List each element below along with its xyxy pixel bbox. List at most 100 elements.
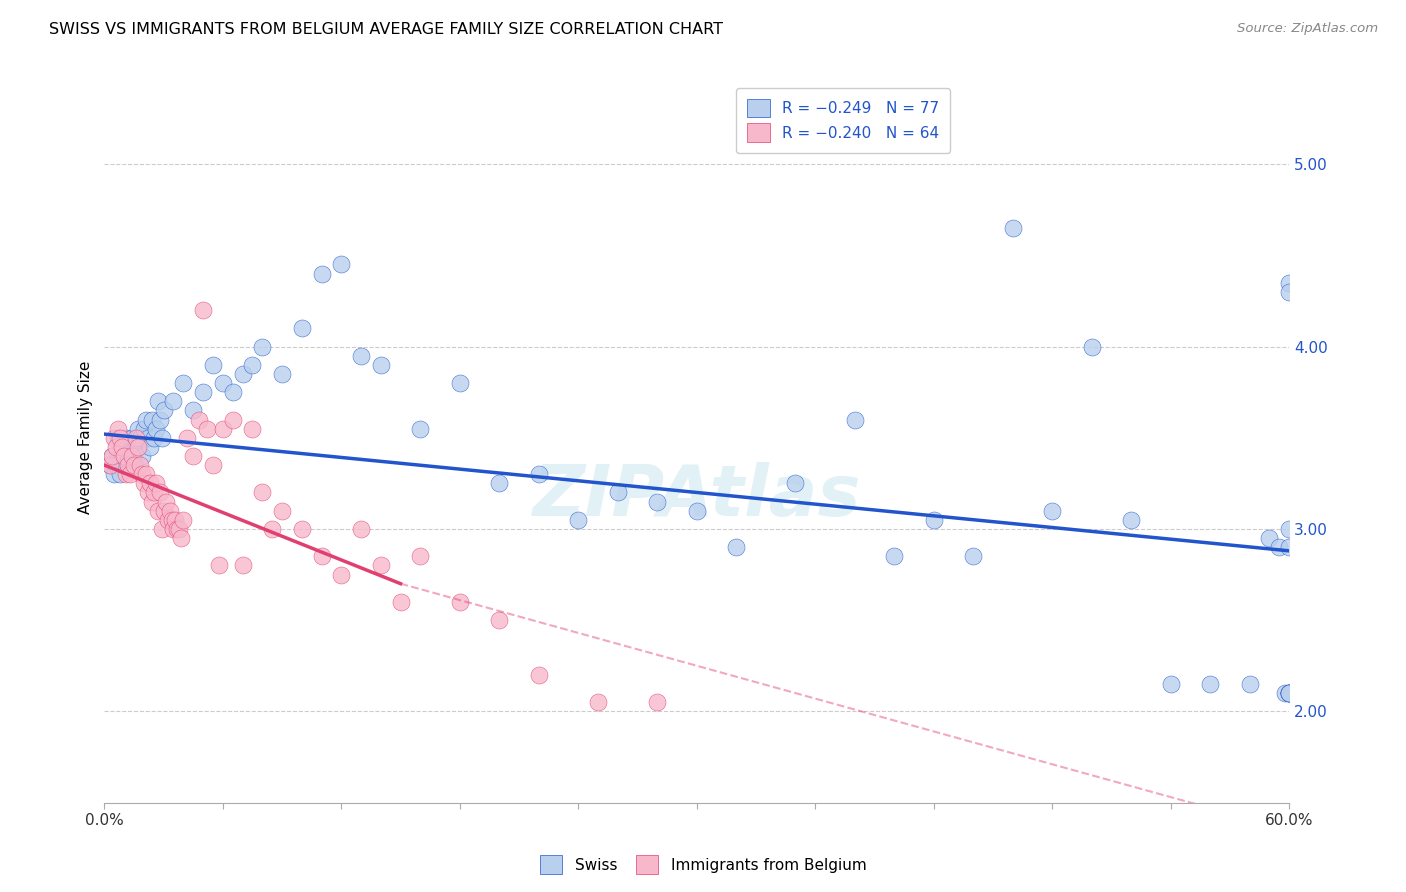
Point (1278, 686, 1301, 700)
Point (586, 695, 609, 709)
Point (165, 513, 187, 527)
Legend: R = −0.249   N = 77, R = −0.240   N = 64: R = −0.249 N = 77, R = −0.240 N = 64 (735, 88, 949, 153)
Point (488, 476, 510, 491)
Point (191, 385, 214, 400)
Point (146, 394, 169, 409)
Point (1278, 276, 1301, 290)
Point (155, 494, 177, 508)
Point (118, 467, 141, 482)
Point (195, 422, 218, 436)
Point (107, 422, 129, 436)
Point (142, 485, 165, 500)
Point (1160, 677, 1182, 691)
Point (1278, 686, 1301, 700)
Point (146, 504, 169, 518)
Point (370, 558, 392, 573)
Point (105, 440, 128, 454)
Point (527, 668, 550, 682)
Point (98, 458, 121, 472)
Point (1278, 686, 1301, 700)
Point (101, 449, 124, 463)
Point (112, 449, 135, 463)
Point (159, 504, 181, 518)
Point (111, 449, 134, 463)
Point (121, 431, 143, 445)
Point (330, 258, 353, 272)
Point (127, 422, 149, 436)
Point (131, 467, 153, 482)
Point (121, 449, 143, 463)
Point (567, 513, 589, 527)
Point (208, 558, 231, 573)
Point (170, 531, 193, 545)
Point (785, 476, 807, 491)
Y-axis label: Average Family Size: Average Family Size (79, 361, 93, 515)
Point (242, 422, 264, 436)
Point (172, 376, 194, 390)
Point (152, 504, 174, 518)
Point (1239, 677, 1261, 691)
Point (108, 467, 131, 482)
Point (169, 522, 191, 536)
Point (115, 467, 138, 482)
Point (162, 522, 184, 536)
Point (108, 431, 131, 445)
Point (162, 394, 184, 409)
Point (606, 485, 628, 500)
Point (222, 412, 245, 426)
Point (152, 403, 174, 417)
Point (149, 485, 172, 500)
Point (135, 412, 157, 426)
Point (160, 513, 183, 527)
Point (645, 494, 668, 508)
Point (725, 540, 748, 554)
Point (1258, 531, 1281, 545)
Point (1278, 686, 1301, 700)
Point (252, 485, 274, 500)
Point (211, 376, 233, 390)
Point (350, 349, 373, 363)
Point (145, 422, 167, 436)
Point (111, 440, 134, 454)
Point (139, 440, 162, 454)
Point (844, 412, 866, 426)
Point (129, 458, 152, 472)
Point (103, 467, 125, 482)
Point (141, 412, 163, 426)
Point (166, 522, 188, 536)
Point (1278, 522, 1301, 536)
Point (150, 522, 173, 536)
Point (409, 422, 432, 436)
Point (107, 431, 129, 445)
Point (149, 412, 172, 426)
Point (191, 303, 214, 318)
Point (101, 449, 124, 463)
Point (370, 358, 392, 372)
Point (142, 431, 165, 445)
Point (103, 431, 125, 445)
Point (1119, 513, 1142, 527)
Point (262, 522, 284, 536)
Point (350, 522, 373, 536)
Point (389, 595, 412, 609)
Point (883, 549, 905, 564)
Point (141, 494, 163, 508)
Point (962, 549, 984, 564)
Point (527, 467, 550, 482)
Text: ZIPAtlas: ZIPAtlas (533, 462, 860, 531)
Point (127, 440, 149, 454)
Point (156, 513, 179, 527)
Point (112, 458, 135, 472)
Point (117, 449, 139, 463)
Point (176, 431, 198, 445)
Point (145, 476, 167, 491)
Point (291, 522, 314, 536)
Point (98, 458, 121, 472)
Point (1278, 285, 1301, 299)
Text: Source: ZipAtlas.com: Source: ZipAtlas.com (1237, 22, 1378, 36)
Point (271, 504, 294, 518)
Point (1278, 540, 1301, 554)
Point (129, 431, 152, 445)
Point (1040, 504, 1063, 518)
Point (211, 422, 233, 436)
